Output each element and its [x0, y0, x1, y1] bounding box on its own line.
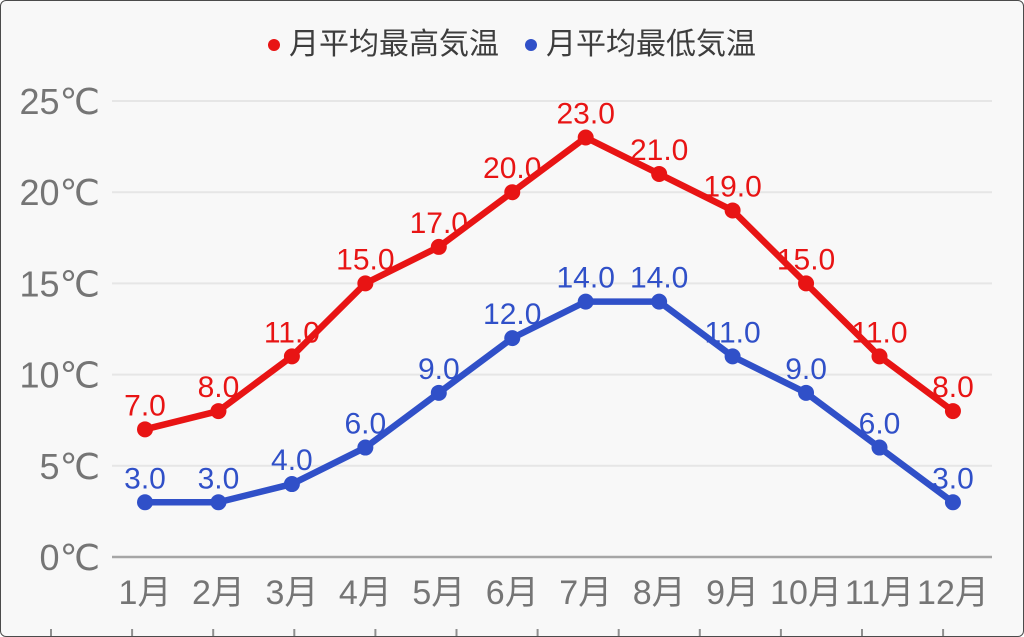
data-point-label: 12.0	[483, 298, 541, 331]
data-point-label: 23.0	[557, 97, 615, 130]
series-line	[141, 298, 957, 506]
data-point-label: 4.0	[271, 444, 313, 477]
data-point-label: 8.0	[932, 371, 974, 404]
data-point-marker[interactable]	[651, 165, 668, 182]
data-point-label: 9.0	[785, 353, 827, 386]
data-point-label: 17.0	[410, 207, 468, 240]
data-point-marker[interactable]	[283, 348, 300, 365]
data-point-label: 6.0	[859, 408, 901, 441]
data-point-label: 3.0	[124, 462, 166, 495]
x-axis-tick-label: 7月	[559, 574, 612, 612]
data-point-marker[interactable]	[430, 384, 447, 401]
legend-dot-max-temp-icon	[268, 39, 280, 51]
data-point-marker[interactable]	[210, 403, 227, 420]
data-point-marker[interactable]	[504, 330, 521, 347]
data-point-marker[interactable]	[798, 275, 815, 292]
data-point-label: 11.0	[705, 316, 761, 349]
data-point-marker[interactable]	[210, 494, 227, 511]
data-point-marker[interactable]	[357, 275, 374, 292]
data-point-marker[interactable]	[504, 184, 521, 201]
data-point-label: 11.0	[851, 316, 907, 349]
data-point-label: 11.0	[264, 316, 320, 349]
x-axis-tick-label: 10月	[770, 574, 842, 612]
data-point-marker[interactable]	[724, 202, 741, 219]
data-point-label: 3.0	[198, 462, 240, 495]
data-point-label: 7.0	[124, 389, 166, 422]
data-point-label: 14.0	[630, 262, 688, 295]
data-point-marker[interactable]	[577, 129, 594, 146]
x-axis-tick-label: 11月	[845, 574, 914, 612]
x-axis-tick-label: 2月	[192, 574, 245, 612]
x-axis-tick-label: 8月	[633, 574, 686, 612]
y-axis-tick-label: 5℃	[40, 446, 100, 487]
x-axis-tick-label: 9月	[706, 574, 759, 612]
data-point-marker[interactable]	[137, 421, 153, 438]
data-point-label: 21.0	[630, 134, 688, 167]
legend-label-max-temp: 月平均最高気温	[289, 28, 499, 61]
chart-legend: 月平均最高気温 月平均最低気温	[1, 27, 1023, 63]
data-point-label: 19.0	[703, 170, 761, 203]
data-point-marker[interactable]	[944, 494, 961, 511]
data-point-marker[interactable]	[724, 348, 741, 365]
data-point-label: 20.0	[483, 152, 541, 185]
data-point-label: 14.0	[557, 262, 615, 295]
data-point-marker[interactable]	[651, 293, 668, 310]
data-point-marker[interactable]	[357, 439, 374, 456]
x-axis-tick-label: 6月	[486, 574, 539, 612]
data-point-label: 15.0	[336, 243, 394, 276]
y-axis-tick-label: 20℃	[20, 172, 100, 213]
data-point-marker[interactable]	[944, 403, 961, 420]
legend-item-max-temp: 月平均最高気温	[268, 27, 499, 63]
legend-label-min-temp: 月平均最低気温	[546, 28, 756, 61]
y-axis-tick-label: 10℃	[20, 355, 100, 396]
data-point-marker[interactable]	[577, 293, 594, 310]
data-point-label: 15.0	[777, 243, 835, 276]
x-axis-tick-label: 12月	[917, 574, 989, 612]
y-axis-tick-label: 0℃	[40, 537, 100, 578]
data-point-label: 6.0	[344, 408, 386, 441]
legend-dot-min-temp-icon	[525, 39, 537, 51]
series-line	[141, 134, 957, 433]
y-axis-tick-label: 25℃	[20, 81, 100, 122]
x-axis-tick-label: 3月	[265, 574, 318, 612]
data-point-label: 8.0	[198, 371, 240, 404]
data-point-label: 9.0	[418, 353, 460, 386]
data-point-marker[interactable]	[798, 384, 815, 401]
x-axis-tick-label: 1月	[119, 574, 172, 612]
data-point-marker[interactable]	[430, 238, 447, 255]
x-axis-tick-label: 5月	[412, 574, 465, 612]
data-point-marker[interactable]	[871, 348, 888, 365]
y-axis-tick-label: 15℃	[20, 263, 100, 304]
x-axis-tick-label: 4月	[339, 574, 392, 612]
data-point-marker[interactable]	[283, 476, 300, 493]
legend-item-min-temp: 月平均最低気温	[525, 27, 756, 63]
data-point-marker[interactable]	[137, 494, 153, 511]
data-point-marker[interactable]	[871, 439, 888, 456]
data-point-label: 3.0	[932, 462, 974, 495]
